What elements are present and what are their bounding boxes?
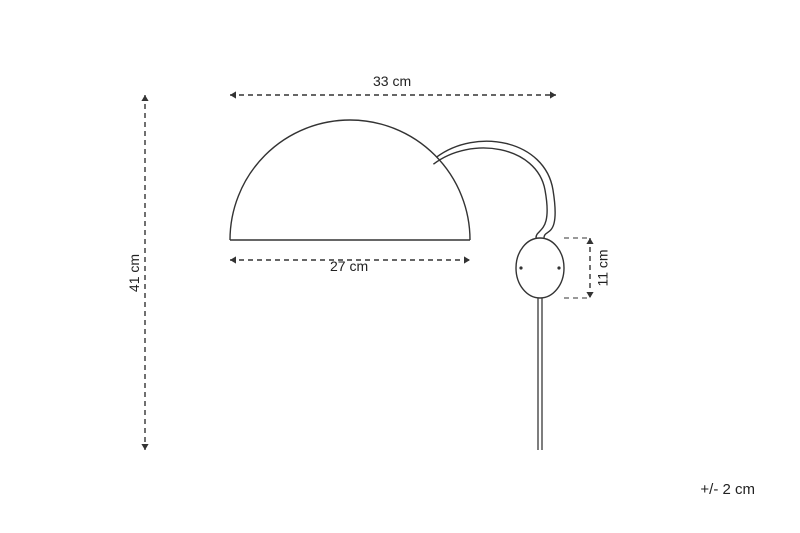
dim-height-label: 41 cm: [126, 253, 142, 291]
tolerance-note: +/- 2 cm: [700, 481, 755, 498]
dim-shade-label: 27 cm: [330, 258, 368, 274]
diagram-stage: 33 cm 27 cm 41 cm 11 cm +/- 2 cm: [0, 0, 800, 533]
dim-mount-label: 11 cm: [595, 249, 611, 286]
dim-top-label: 33 cm: [373, 73, 411, 89]
